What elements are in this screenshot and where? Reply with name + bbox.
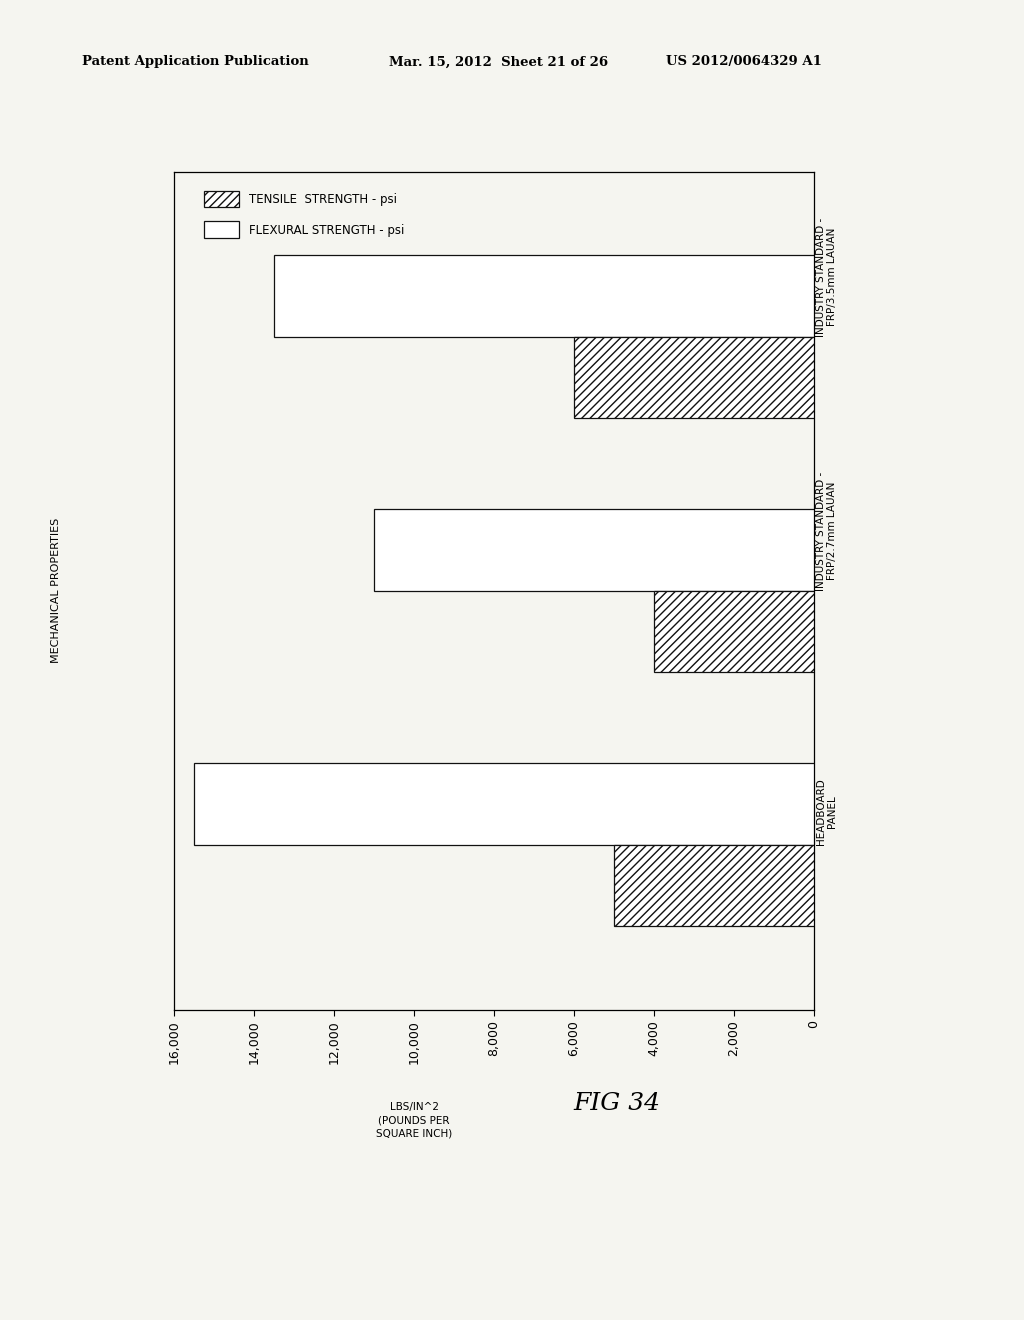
Text: Mar. 15, 2012  Sheet 21 of 26: Mar. 15, 2012 Sheet 21 of 26 [389,55,608,69]
Text: INDUSTRY STANDARD -
FRP/3.5mm LAUAN: INDUSTRY STANDARD - FRP/3.5mm LAUAN [815,218,838,337]
Bar [654,591,814,672]
Text: MECHANICAL PROPERTIES: MECHANICAL PROPERTIES [51,517,61,664]
Bar [195,763,814,845]
Bar [374,510,814,590]
Text: FIG 34: FIG 34 [573,1093,660,1115]
Text: US 2012/0064329 A1: US 2012/0064329 A1 [666,55,821,69]
Legend: TENSILE  STRENGTH - psi, FLEXURAL STRENGTH - psi: TENSILE STRENGTH - psi, FLEXURAL STRENGT… [200,186,409,243]
Bar [574,337,814,418]
Text: INDUSTRY STANDARD -
FRP/2.7mm LAUAN: INDUSTRY STANDARD - FRP/2.7mm LAUAN [815,471,838,590]
Text: LBS/IN^2
(POUNDS PER
SQUARE INCH): LBS/IN^2 (POUNDS PER SQUARE INCH) [376,1102,453,1139]
Text: Patent Application Publication: Patent Application Publication [82,55,308,69]
Bar [274,256,814,337]
Bar [614,845,814,927]
Text: HEADBOARD
PANEL: HEADBOARD PANEL [815,777,838,845]
